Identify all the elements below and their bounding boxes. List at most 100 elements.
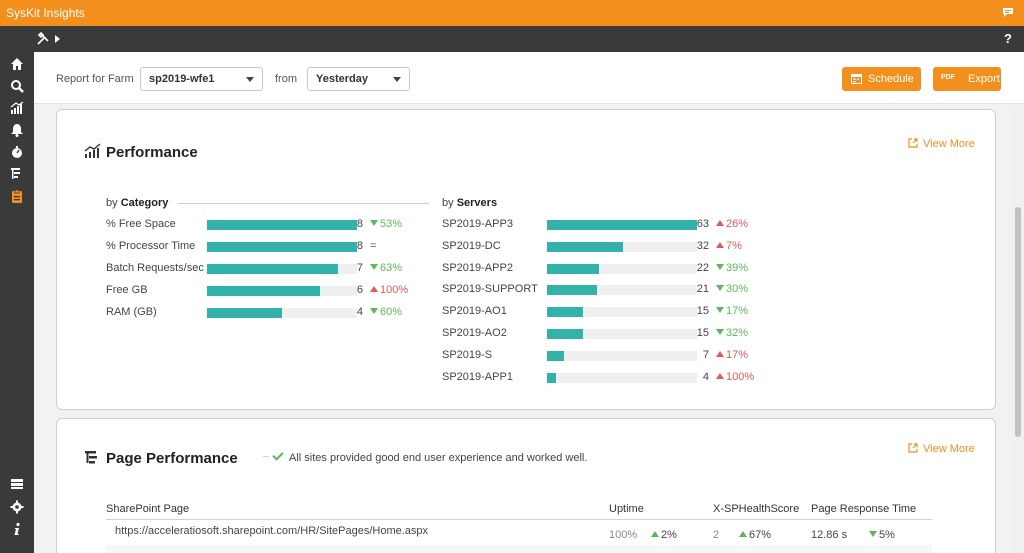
bar-track [547, 285, 697, 296]
tools-icon[interactable] [36, 32, 50, 46]
pdf-icon: PDF [941, 74, 955, 81]
bar-track [207, 242, 357, 252]
change-indicator: 30% [716, 283, 748, 295]
change-indicator: 39% [716, 262, 748, 274]
bar-row[interactable]: % Free Space 8 53% [106, 218, 446, 232]
column-header[interactable]: Page Response Time [811, 503, 917, 515]
bar-label: SP2019-AO2 [442, 327, 507, 339]
bar-track [547, 307, 697, 318]
bar-value: 7 [702, 348, 709, 361]
bar-label: SP2019-APP1 [442, 370, 513, 383]
date-range-select[interactable]: Yesterday [307, 67, 410, 91]
change-indicator: 60% [370, 306, 402, 318]
by-servers-heading: by Servers [442, 197, 498, 209]
schedule-button[interactable]: Schedule [842, 67, 921, 91]
change-indicator: 100% [370, 284, 408, 296]
bar-row[interactable]: SP2019-S 7 17% [442, 349, 782, 363]
bar-label: RAM (GB) [106, 306, 157, 318]
column-header[interactable]: X-SPHealthScore [713, 503, 800, 515]
arrow-up-icon [716, 350, 724, 357]
change-indicator: 100% [716, 371, 754, 383]
expand-arrow-icon[interactable] [55, 35, 60, 43]
bar-track [547, 241, 697, 252]
chevron-down-icon [393, 77, 401, 82]
bar-row[interactable]: RAM (GB) 4 60% [106, 306, 446, 320]
bar-fill [547, 263, 599, 274]
help-icon[interactable]: ? [1004, 31, 1012, 46]
change-indicator: 63% [370, 262, 402, 274]
title-bar: SysKit Insights [0, 0, 1024, 26]
bar-track [547, 263, 697, 274]
page-performance-view-more-link[interactable]: View More [908, 443, 975, 455]
health-score-change: 67% [739, 529, 771, 541]
bar-value: 8 [356, 218, 363, 230]
settings-gear-icon[interactable] [10, 500, 24, 514]
column-header[interactable]: Uptime [609, 503, 644, 515]
bar-row[interactable]: SP2019-APP3 63 26% [442, 218, 782, 232]
performance-card: Performance View More by Category by Ser… [56, 109, 996, 410]
bar-row[interactable]: Free GB 6 100% [106, 284, 446, 298]
table-row[interactable] [106, 545, 932, 553]
farm-select-value: sp2019-wfe1 [149, 73, 215, 85]
bar-value: 7 [356, 262, 363, 274]
chat-icon[interactable] [1002, 7, 1014, 18]
bar-row[interactable]: SP2019-APP2 22 39% [442, 262, 782, 276]
bar-fill [547, 350, 564, 361]
alerts-bell-icon[interactable] [10, 123, 24, 137]
bar-value: 15 [696, 327, 709, 339]
bar-value: 22 [696, 261, 709, 274]
change-indicator: 17% [716, 349, 748, 361]
external-link-icon [908, 138, 918, 148]
app-title: SysKit Insights [6, 6, 85, 20]
bar-track [547, 350, 697, 361]
page-performance-card: Page Performance All sites provided good… [56, 418, 996, 553]
checkmark-icon [272, 449, 284, 461]
performance-view-more-link[interactable]: View More [908, 138, 975, 150]
performance-chart-icon [84, 143, 101, 158]
bar-row[interactable]: SP2019-APP1 4 100% [442, 371, 782, 385]
bar-fill [207, 220, 357, 230]
list-view-icon[interactable] [10, 477, 24, 491]
scrollbar-thumb[interactable] [1015, 207, 1021, 437]
change-indicator: 26% [716, 218, 748, 230]
divider [263, 456, 269, 457]
export-button-label: Export [968, 73, 1000, 85]
bar-value: 4 [702, 370, 709, 383]
health-score-value: 2 [713, 529, 720, 541]
view-more-label: View More [923, 443, 975, 455]
page-url[interactable]: https://acceleratiosoft.sharepoint.com/H… [115, 525, 429, 537]
bar-fill [207, 308, 282, 318]
external-link-icon [908, 443, 918, 453]
clipboard-report-icon[interactable] [10, 189, 24, 203]
bar-row[interactable]: SP2019-AO2 15 32% [442, 327, 782, 341]
export-button[interactable]: PDF Export [933, 67, 1001, 91]
bar-row[interactable]: SP2019-DC 32 7% [442, 240, 782, 254]
reports-chart-icon[interactable] [10, 101, 24, 115]
farm-label: Report for Farm [56, 73, 134, 85]
by-category-heading: by Category [106, 197, 169, 209]
farm-select[interactable]: sp2019-wfe1 [140, 67, 263, 91]
nav-bar: ? [0, 26, 1024, 52]
bar-track [207, 286, 357, 296]
bar-track [207, 220, 357, 230]
bar-row[interactable]: SP2019-SUPPORT 21 30% [442, 283, 782, 297]
stopwatch-icon[interactable] [10, 145, 24, 159]
info-icon[interactable] [10, 522, 24, 536]
scrollbar[interactable] [1012, 105, 1024, 553]
search-icon[interactable] [10, 79, 24, 93]
home-icon[interactable] [10, 57, 24, 71]
bar-row[interactable]: % Processor Time 8 = [106, 240, 446, 254]
page-tree-icon[interactable] [10, 167, 24, 181]
arrow-down-icon [370, 264, 378, 270]
bar-track [207, 264, 357, 274]
bar-fill [547, 241, 623, 252]
bar-row[interactable]: Batch Requests/sec 7 63% [106, 262, 446, 276]
report-content: Performance View More by Category by Ser… [34, 105, 1012, 553]
bar-row[interactable]: SP2019-AO1 15 17% [442, 305, 782, 319]
report-filter-bar: Report for Farm sp2019-wfe1 from Yesterd… [34, 52, 1024, 104]
bar-fill [547, 220, 697, 230]
column-header[interactable]: SharePoint Page [106, 503, 190, 515]
bar-label: % Free Space [106, 218, 176, 230]
bar-fill [547, 285, 597, 296]
response-time-value: 12.86 s [811, 529, 848, 541]
